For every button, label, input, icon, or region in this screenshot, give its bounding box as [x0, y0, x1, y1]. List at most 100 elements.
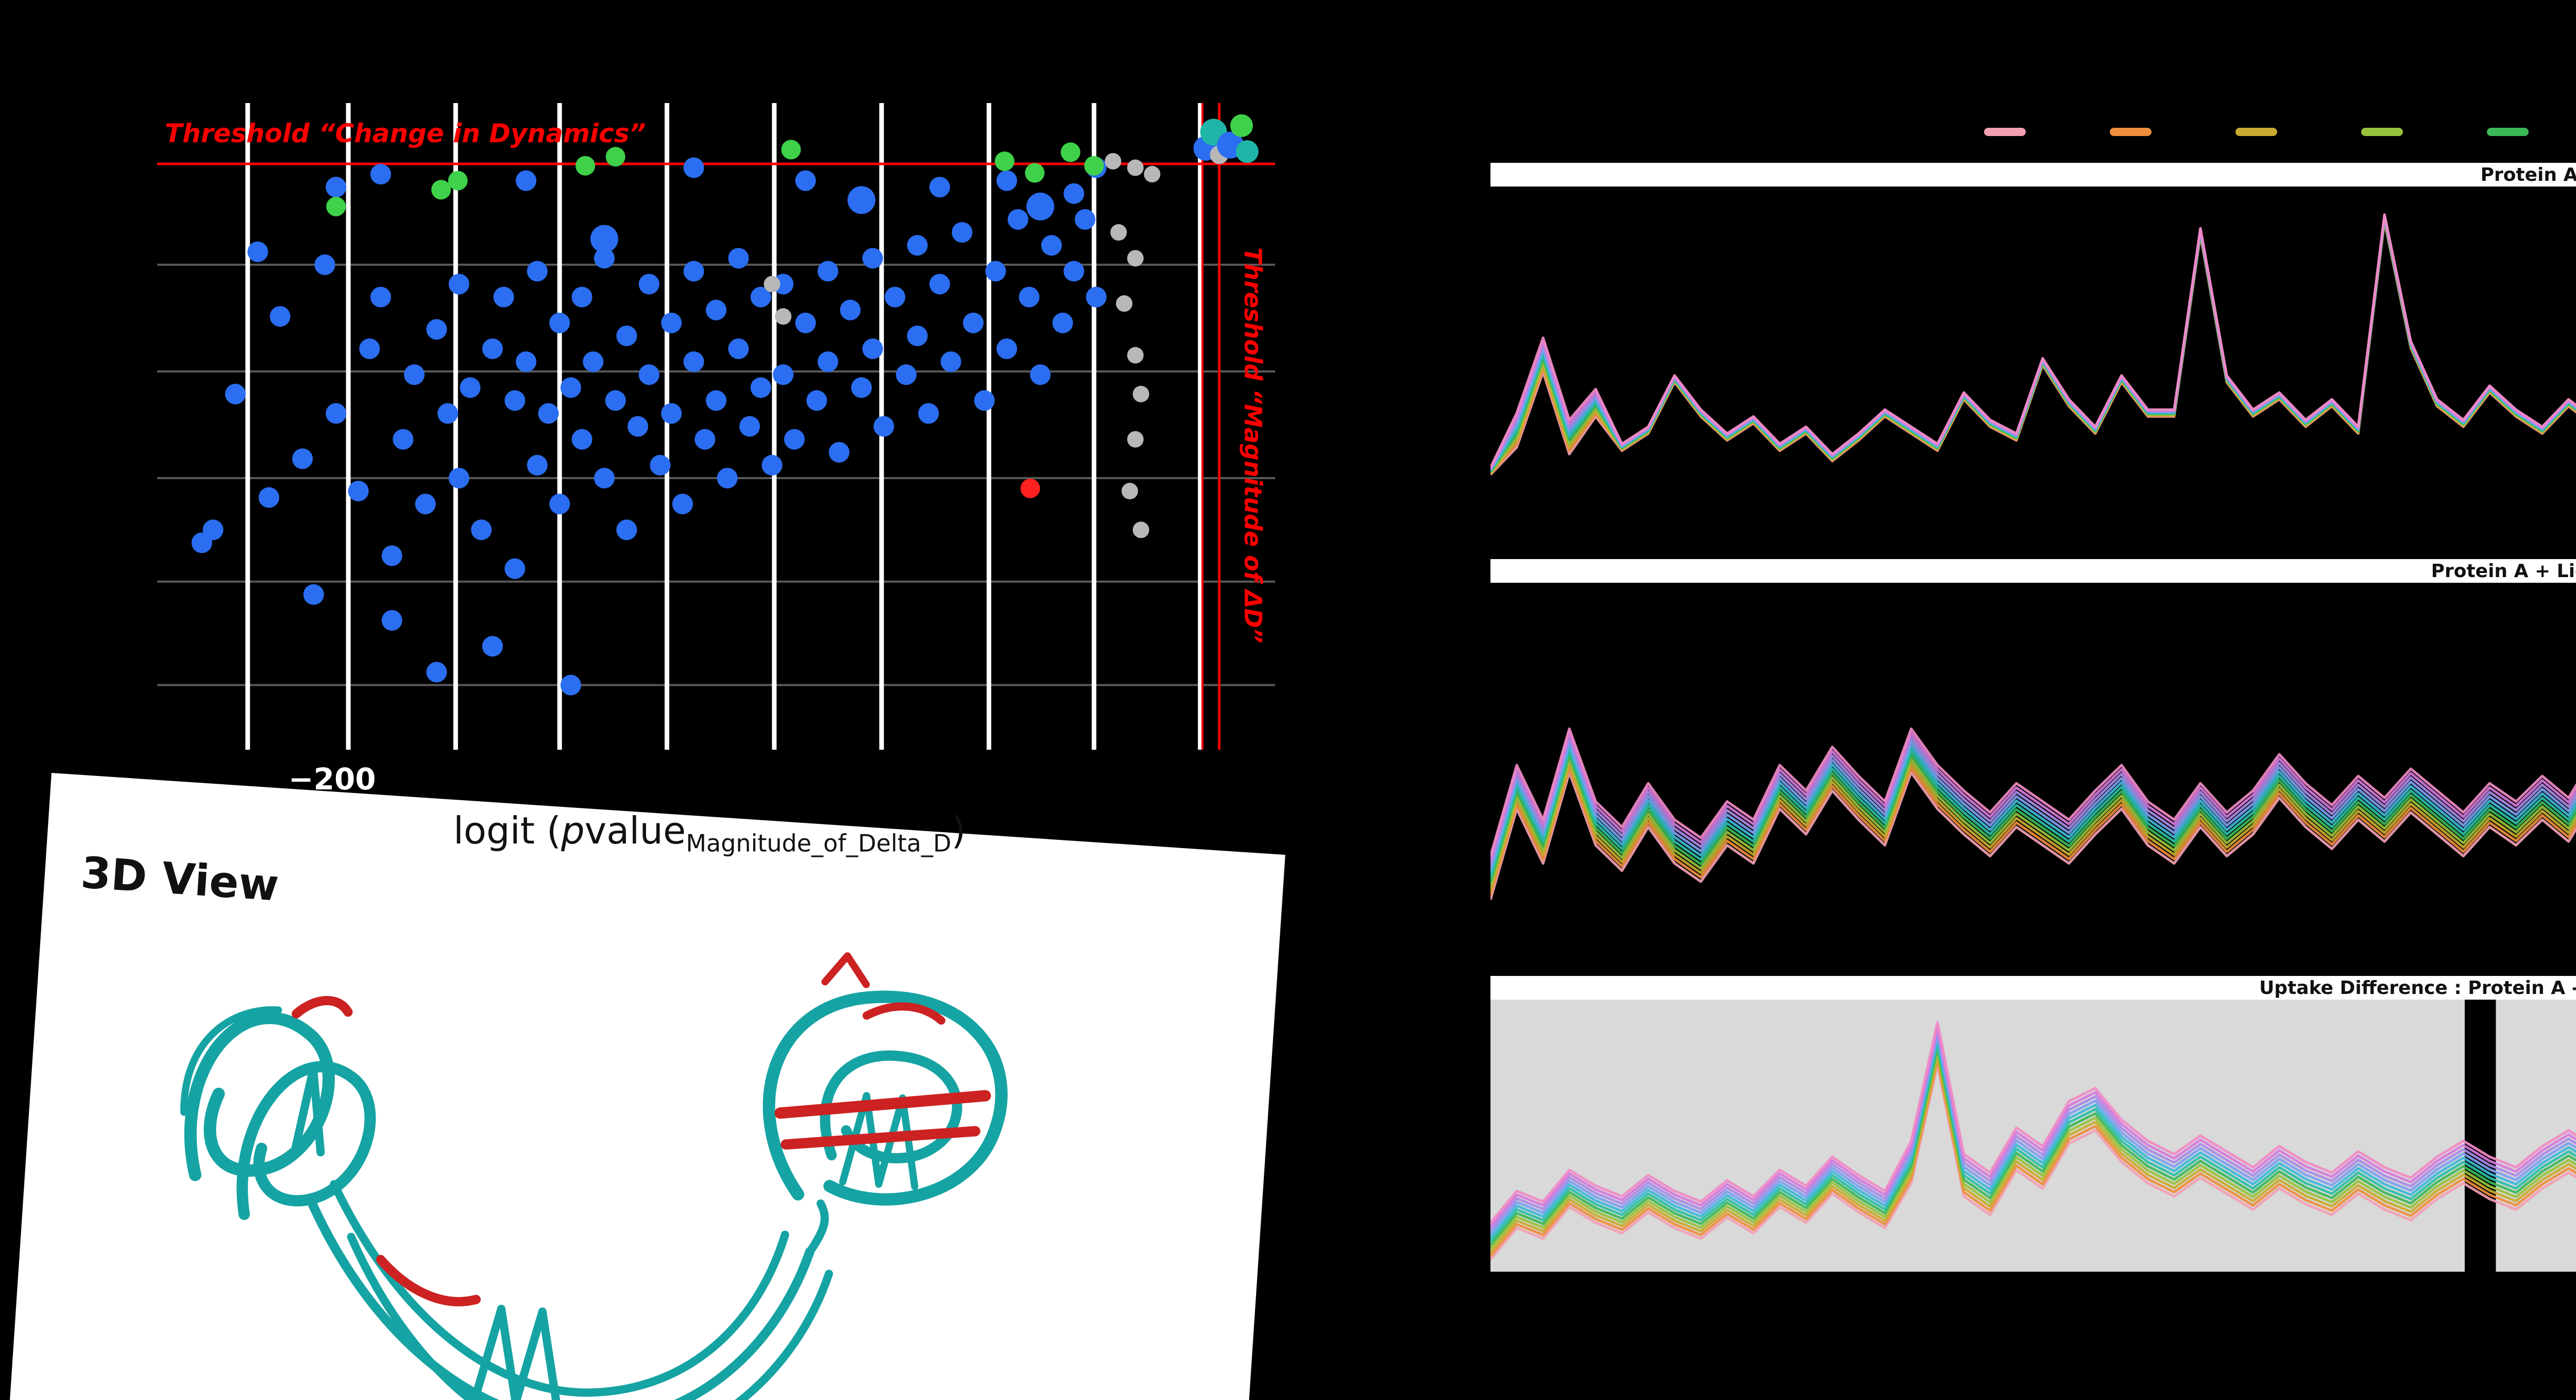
ribbon-mid-strand-1: [307, 1199, 815, 1400]
chart-background-panel: [1490, 1000, 2465, 1272]
uptake-chart-protein-a[interactable]: [1490, 187, 2576, 537]
ribbon-left-loop: [180, 1006, 282, 1116]
data-point-blue: [426, 662, 447, 683]
data-point-blue: [370, 164, 391, 185]
chart-title-uptake-difference: Uptake Difference : Protein A - (Protein…: [1490, 976, 2576, 1000]
uptake-chart-protein-a-canvas[interactable]: [1490, 187, 2576, 537]
data-point-blue: [303, 584, 324, 605]
series-line-s3: [1490, 1054, 2576, 1253]
data-point-cluster: [1230, 114, 1253, 137]
data-point-blue_large: [1026, 192, 1055, 221]
data-point-blue: [885, 286, 906, 308]
ribbon-red-middle: [376, 1255, 481, 1307]
data-point-green: [1025, 163, 1045, 183]
data-point-blue: [907, 325, 928, 346]
data-point-green: [575, 156, 596, 176]
data-point-blue: [359, 338, 380, 359]
ribbon-left-domain: [184, 1011, 335, 1182]
data-point-blue: [929, 177, 950, 198]
series-line-s2: [1490, 219, 2576, 475]
data-point-blue: [638, 274, 659, 295]
data-point-blue: [549, 494, 570, 515]
data-point-blue: [840, 299, 861, 321]
data-point-gray: [775, 308, 792, 325]
data-point-blue: [314, 254, 335, 275]
x-axis-title: logit (pvalueMagnitude_of_Delta_D): [453, 809, 966, 857]
series-line-s10: [1490, 1025, 2576, 1227]
threshold-dynamics-label: Threshold “Change in Dynamics”: [165, 119, 646, 148]
uptake-difference-chart-canvas[interactable]: [1490, 1000, 2576, 1272]
data-point-blue: [638, 364, 659, 385]
ribbon-right-hairpins: [839, 1092, 919, 1190]
data-point-blue: [471, 519, 492, 541]
data-point-blue: [247, 241, 268, 262]
series-line-s1: [1490, 1063, 2576, 1261]
data-point-blue: [527, 454, 548, 476]
data-point-blue: [996, 170, 1018, 191]
data-point-blue: [202, 519, 224, 541]
series-line-s8: [1490, 215, 2576, 471]
ribbon-red-hairpin: [821, 952, 870, 988]
data-point-blue: [739, 416, 760, 437]
legend-swatch-s5[interactable]: [2487, 128, 2529, 136]
volcano-canvas[interactable]: [157, 103, 1275, 750]
series-line-s1: [1490, 220, 2576, 476]
data-point-gray: [1127, 250, 1144, 267]
data-point-blue: [605, 390, 626, 411]
protein-ribbon-structure[interactable]: [8, 773, 1285, 1400]
series-line-s9: [1490, 1029, 2576, 1231]
3d-view-panel[interactable]: 3D View: [8, 773, 1285, 1400]
data-point-blue: [761, 454, 783, 476]
data-point-gray: [1144, 166, 1161, 183]
data-point-blue: [907, 235, 928, 256]
series-line-s1: [1490, 771, 2576, 900]
ribbon-left-hairpin: [291, 1065, 325, 1157]
data-point-blue: [482, 338, 503, 359]
uptake-difference-chart[interactable]: [1490, 1000, 2576, 1272]
data-point-blue: [381, 610, 402, 631]
data-point-blue: [448, 274, 469, 295]
data-point-gray: [1132, 385, 1149, 402]
ribbon-left-domain-2: [236, 1061, 376, 1220]
data-point-blue: [706, 390, 726, 411]
data-point-blue_large: [848, 186, 876, 214]
legend-swatch-s3[interactable]: [2235, 128, 2277, 136]
legend-swatch-s2[interactable]: [2110, 128, 2151, 136]
ribbon-red-strand-2: [781, 1126, 980, 1150]
data-point-blue: [694, 429, 716, 450]
data-point-blue: [1007, 209, 1028, 230]
series-line-s10: [1490, 732, 2576, 861]
data-point-blue: [493, 286, 514, 308]
series-line-s5: [1490, 753, 2576, 883]
ribbon-red-loop: [862, 1002, 945, 1025]
series-line-s6: [1490, 1042, 2576, 1242]
axis-label-prefix: logit (: [453, 809, 561, 852]
legend-swatch-s4[interactable]: [2361, 128, 2403, 136]
series-line-s2: [1490, 1059, 2576, 1257]
data-point-green: [781, 140, 801, 160]
series-line-s9: [1490, 736, 2576, 866]
data-point-blue: [326, 177, 347, 198]
data-point-blue: [773, 364, 794, 385]
axis-label-p: p: [561, 809, 585, 852]
volcano-plot[interactable]: [157, 103, 1275, 750]
data-point-green: [1084, 156, 1104, 176]
data-point-blue: [571, 429, 592, 450]
data-point-blue: [583, 351, 604, 372]
axis-label-value: value: [584, 809, 686, 852]
data-point-blue: [672, 494, 693, 515]
data-point-blue_large: [590, 225, 618, 253]
ribbon-red-strand-1: [774, 1090, 991, 1119]
uptake-chart-protein-a-ligand[interactable]: [1490, 583, 2576, 955]
data-point-blue: [918, 403, 939, 424]
data-point-blue: [828, 442, 850, 463]
legend-swatch-s1[interactable]: [1984, 128, 2026, 136]
data-point-blue: [504, 558, 526, 579]
data-point-blue: [1019, 286, 1040, 308]
series-line-s11: [1490, 727, 2576, 857]
data-point-blue: [985, 261, 1006, 282]
data-point-blue: [717, 467, 738, 488]
data-point-blue: [862, 248, 883, 269]
data-point-blue: [929, 274, 950, 295]
uptake-chart-protein-a-ligand-canvas[interactable]: [1490, 583, 2576, 955]
